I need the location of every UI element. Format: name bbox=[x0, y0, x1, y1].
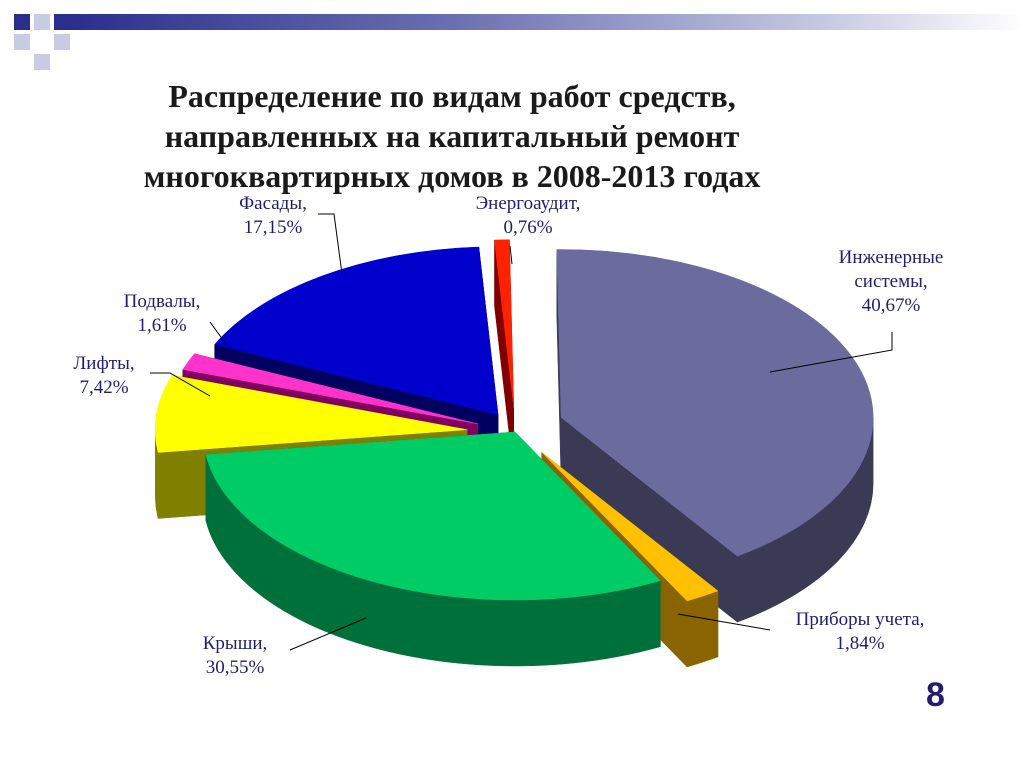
leader-line-meters bbox=[677, 613, 771, 631]
leader-line-engineering-systems bbox=[769, 332, 893, 373]
label-roofs-line-2: 30,55% bbox=[205, 657, 265, 678]
pie-slice-side-meters bbox=[686, 590, 719, 668]
label-elevators: Лифты, 7,42% bbox=[56, 352, 152, 400]
label-basements: Подвалы, 1,61% bbox=[104, 290, 220, 338]
label-roofs: Крыши, 30,55% bbox=[180, 632, 290, 680]
pie-slice-engineering-systems bbox=[556, 249, 874, 557]
corner-square-2 bbox=[34, 14, 50, 30]
slide-title: Распределение по видам работ средств, на… bbox=[112, 76, 792, 196]
label-engineering-systems-line-2: системы, bbox=[854, 271, 928, 292]
label-basements-line-1: Подвалы, bbox=[123, 291, 201, 312]
header-gradient-bar bbox=[70, 14, 1024, 30]
corner-square-3 bbox=[54, 14, 70, 30]
corner-square-5 bbox=[54, 34, 70, 50]
corner-square-1 bbox=[14, 14, 30, 30]
corner-square-4 bbox=[14, 34, 30, 50]
pie-slice-roofs bbox=[205, 431, 661, 601]
pie-slice-facades bbox=[214, 246, 499, 416]
label-energy-audit: Энергоаудит, 0,76% bbox=[446, 192, 610, 240]
label-facades-line-1: Фасады, bbox=[239, 193, 307, 214]
leader-line-energy-audit bbox=[509, 245, 513, 265]
pie-slice-elevators bbox=[154, 374, 468, 453]
label-energy-audit-line-2: 0,76% bbox=[503, 217, 553, 238]
leader-line-roofs bbox=[289, 617, 367, 651]
label-elevators-line-1: Лифты, bbox=[73, 353, 135, 374]
label-meters-line-1: Приборы учета, bbox=[795, 609, 925, 630]
label-facades-line-2: 17,15% bbox=[243, 217, 303, 238]
leader-line-elevators bbox=[150, 372, 211, 397]
label-elevators-line-2: 7,42% bbox=[79, 377, 129, 398]
slide-title-line-2: направленных на капитальный ремонт bbox=[164, 118, 740, 154]
pie-slice-meters bbox=[541, 452, 719, 602]
page-number: 8 bbox=[926, 676, 945, 714]
slide-title-line-3: многоквартирных домов в 2008-2013 годах bbox=[143, 158, 761, 194]
pie-slice-energy-audit bbox=[494, 239, 514, 408]
label-facades: Фасады, 17,15% bbox=[222, 192, 324, 240]
label-meters: Приборы учета, 1,84% bbox=[770, 608, 950, 656]
label-meters-line-2: 1,84% bbox=[835, 633, 885, 654]
label-roofs-line-1: Крыши, bbox=[202, 633, 268, 654]
label-basements-line-2: 1,61% bbox=[137, 315, 187, 336]
label-engineering-systems-line-1: Инженерные bbox=[838, 247, 944, 268]
label-engineering-systems-line-3: 40,67% bbox=[861, 295, 921, 316]
leader-line-basements bbox=[209, 321, 227, 345]
pie-slice-basements bbox=[182, 353, 478, 425]
leader-line-facades bbox=[318, 213, 343, 275]
label-engineering-systems: Инженерные системы, 40,67% bbox=[812, 246, 970, 318]
label-energy-audit-line-1: Энергоаудит, bbox=[475, 193, 581, 214]
slide-title-line-1: Распределение по видам работ средств, bbox=[168, 78, 736, 114]
corner-square-6 bbox=[34, 54, 50, 70]
